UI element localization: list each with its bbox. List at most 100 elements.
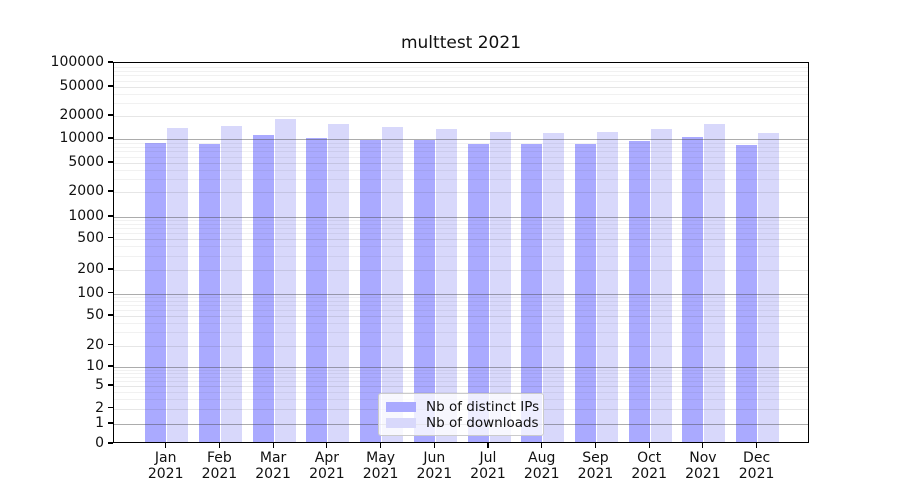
bar-downloads-oct	[650, 129, 672, 442]
bar-downloads-dec	[758, 133, 780, 442]
bar-distinct-ips-dec	[736, 145, 758, 442]
bar-distinct-ips-aug	[521, 143, 543, 442]
bar-distinct-ips-mar	[252, 134, 274, 442]
gridline-60000	[114, 80, 808, 82]
y-tick-label-500: 500	[77, 229, 104, 246]
gridline-500	[114, 238, 808, 240]
gridline-2000	[114, 192, 808, 193]
gridline-700	[114, 228, 808, 230]
bar-distinct-ips-sep	[574, 143, 596, 442]
bar-downloads-mar	[274, 119, 296, 442]
gridline-5000	[114, 163, 808, 164]
y-tick-mark-20000	[108, 114, 113, 116]
x-tick-label-may: May 2021	[362, 450, 399, 482]
y-tick-mark-5	[108, 384, 113, 386]
x-tick-mark-feb	[218, 443, 220, 448]
gridline-7	[114, 376, 808, 378]
y-tick-mark-100000	[108, 61, 113, 63]
gridline-10000	[114, 139, 808, 140]
bar-distinct-ips-feb	[198, 143, 220, 442]
x-tick-mark-oct	[648, 443, 650, 448]
y-tick-label-100000: 100000	[50, 54, 104, 70]
bar-downloads-sep	[596, 131, 618, 442]
legend-swatch-ip	[386, 401, 416, 413]
y-tick-label-20: 20	[86, 336, 104, 353]
y-tick-label-2: 2	[95, 399, 104, 416]
legend-item-distinct-ips: Nb of distinct IPs	[386, 399, 539, 415]
y-tick-mark-0	[108, 442, 113, 444]
y-tick-label-10: 10	[86, 358, 104, 374]
bar-downloads-aug	[543, 133, 565, 442]
y-tick-label-10000: 10000	[59, 130, 104, 146]
legend-label-dl: Nb of downloads	[426, 415, 539, 431]
x-tick-mark-mar	[272, 443, 274, 448]
gridline-80	[114, 300, 808, 302]
gridline-8000	[114, 146, 808, 148]
x-tick-mark-sep	[594, 443, 597, 448]
bar-distinct-ips-jul	[467, 143, 489, 442]
gridline-30000	[114, 103, 808, 105]
gridlines-layer	[114, 63, 808, 442]
bar-distinct-ips-apr	[306, 138, 328, 442]
gridline-30	[114, 332, 808, 334]
gridline-3000	[114, 179, 808, 181]
x-tick-label-mar: Mar 2021	[255, 450, 291, 482]
x-tick-mark-nov	[702, 443, 704, 448]
y-tick-label-50: 50	[86, 307, 104, 323]
legend-item-downloads: Nb of downloads	[386, 415, 539, 431]
y-tick-mark-10000	[108, 137, 113, 139]
gridline-20000	[114, 116, 808, 117]
y-tick-label-1000: 1000	[68, 208, 104, 224]
gridline-200	[114, 270, 808, 271]
bar-distinct-ips-may	[360, 139, 382, 442]
bar-downloads-apr	[328, 123, 350, 442]
gridline-600	[114, 232, 808, 234]
legend-label-ip: Nb of distinct IPs	[426, 399, 540, 415]
gridline-20	[114, 345, 808, 347]
x-tick-label-aug: Aug 2021	[523, 450, 560, 482]
y-tick-mark-2	[108, 406, 113, 409]
gridline-70000	[114, 75, 808, 77]
gridline-900	[114, 220, 808, 222]
bar-downloads-jun	[435, 129, 457, 442]
gridline-400	[114, 246, 808, 248]
y-tick-label-100: 100	[77, 284, 104, 301]
bar-distinct-ips-oct	[628, 140, 650, 442]
x-tick-label-dec: Dec 2021	[738, 450, 775, 482]
x-tick-mark-jun	[433, 443, 435, 448]
gridline-80000	[114, 70, 808, 72]
chart-title: multtest 2021	[400, 33, 522, 53]
y-tick-label-50000: 50000	[59, 78, 104, 94]
x-tick-label-apr: Apr 2021	[309, 450, 345, 482]
plot-area	[113, 62, 809, 443]
gridline-60	[114, 310, 808, 312]
y-tick-label-20000: 20000	[59, 107, 104, 123]
y-tick-mark-5000	[108, 161, 113, 163]
y-tick-mark-200	[108, 268, 113, 270]
bar-distinct-ips-nov	[682, 137, 704, 442]
y-tick-mark-1000	[108, 215, 113, 217]
x-tick-label-jul: Jul 2021	[470, 450, 506, 482]
gridline-50000	[114, 87, 808, 88]
y-tick-mark-50000	[108, 85, 113, 87]
bar-downloads-jan	[167, 128, 189, 442]
y-tick-label-0: 0	[95, 435, 104, 451]
gridline-70	[114, 305, 808, 307]
x-tick-mark-dec	[756, 443, 758, 448]
y-tick-mark-20	[108, 343, 113, 346]
gridline-90000	[114, 66, 808, 68]
gridline-5	[114, 386, 808, 387]
gridline-7000	[114, 151, 808, 153]
gridline-1000	[114, 217, 808, 218]
gridline-9000	[114, 142, 808, 144]
y-tick-mark-2000	[108, 190, 113, 192]
bars-layer	[114, 63, 808, 442]
gridline-100	[114, 293, 808, 295]
bar-distinct-ips-jun	[413, 139, 435, 442]
y-tick-label-2000: 2000	[68, 183, 104, 199]
gridline-4000	[114, 170, 808, 172]
gridline-6	[114, 381, 808, 382]
gridline-40	[114, 323, 808, 325]
gridline-50	[114, 316, 808, 317]
gridline-8	[114, 373, 808, 375]
